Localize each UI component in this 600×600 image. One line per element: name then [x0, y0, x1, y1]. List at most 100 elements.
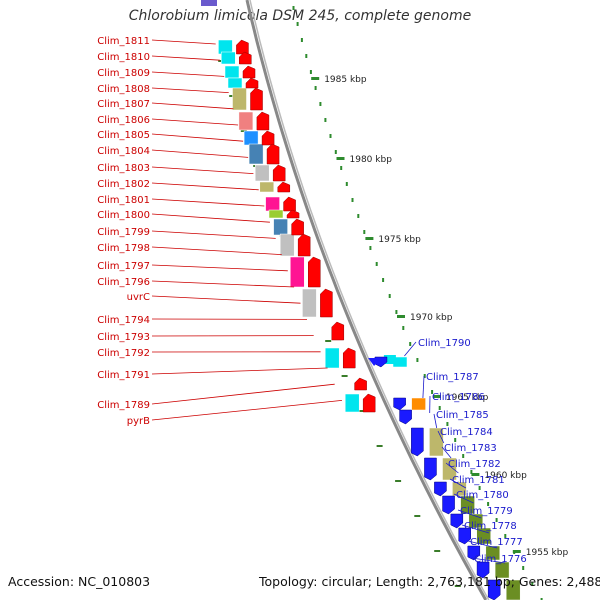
label-leader: [461, 524, 490, 534]
ruler-dot: [462, 454, 465, 458]
forward-gene-label: pyrB: [127, 416, 150, 427]
forward-gene-label: Clim_1804: [97, 146, 150, 157]
function-box: [476, 527, 491, 545]
ruler-dot: [369, 246, 372, 250]
gene-labels: Clim_1811 Clim_1810 Clim_1809 Clim_1808 Clim…: [97, 36, 526, 565]
reverse-gene-arrow: [487, 579, 501, 600]
ruler-dot: [329, 134, 332, 138]
forward-gene-arrow: [342, 347, 356, 369]
reverse-gene-label: Clim_1786: [432, 392, 485, 403]
ruler-tick-label: 1955 kbp: [526, 548, 569, 558]
function-box: [460, 495, 475, 515]
reverse-gene-label: Clim_1778: [464, 521, 517, 532]
ruler-dot: [340, 166, 343, 170]
forward-gene-arrow: [308, 256, 321, 288]
function-box: [302, 288, 317, 318]
ruler-dot: [438, 406, 441, 410]
function-box: [344, 393, 360, 413]
reverse-gene-label: Clim_1781: [452, 475, 505, 486]
forward-gene-arrow: [362, 393, 376, 413]
label-leader: [445, 462, 459, 474]
ruler-dot: [416, 358, 419, 362]
ruler-dot: [357, 214, 360, 218]
ruler-dot: [296, 22, 299, 26]
ruler-dot: [478, 486, 481, 490]
ruler-dot: [522, 566, 525, 570]
forward-gene-arrow: [266, 143, 280, 165]
forward-gene-arrow: [261, 130, 275, 146]
ruler-dot: [540, 598, 543, 600]
function-box: [411, 397, 426, 411]
forward-gene-label: Clim_1792: [97, 348, 150, 359]
forward-gene-label: Clim_1793: [97, 332, 150, 343]
function-box: [265, 196, 280, 212]
left-tick: [395, 480, 402, 482]
forward-gene-arrow: [354, 377, 367, 391]
ruler-dot: [470, 470, 473, 474]
ruler-dot: [334, 150, 337, 154]
ruler-dot: [305, 54, 308, 58]
reverse-gene-arrow: [368, 358, 381, 366]
ruler-dot: [382, 278, 385, 282]
forward-gene-arrow: [277, 181, 291, 193]
forward-gene-arrow: [331, 321, 345, 341]
ruler-dot: [363, 230, 366, 234]
forward-gene-label: Clim_1811: [97, 36, 150, 47]
label-leader: [467, 540, 498, 549]
ruler-tick: [336, 157, 345, 160]
forward-gene-label: Clim_1791: [97, 370, 150, 381]
map-title: Chlorobium limicola DSM 245, complete ge…: [128, 8, 472, 24]
ruler-tick-label: 1975 kbp: [378, 235, 421, 245]
reverse-gene-label: Clim_1790: [418, 338, 471, 349]
ruler-dot: [375, 262, 378, 266]
reverse-gene-arrow: [458, 527, 471, 545]
function-box: [221, 51, 236, 65]
reverse-gene-label: Clim_1784: [440, 427, 493, 438]
reverse-gene-arrow: [399, 409, 412, 425]
reverse-gene-label: Clim_1777: [470, 537, 523, 548]
function-box: [248, 143, 264, 165]
label-leader: [151, 230, 276, 239]
forward-gene-label: Clim_1796: [97, 277, 150, 288]
forward-gene-label: Clim_1799: [97, 227, 150, 238]
reverse-gene-arrow: [434, 481, 447, 497]
label-leader: [151, 133, 244, 142]
ruler-tick: [512, 550, 521, 553]
forward-gene-arrow: [291, 218, 304, 236]
ruler-tick-label: 1970 kbp: [410, 313, 453, 323]
label-leader: [151, 118, 239, 126]
function-box: [254, 164, 270, 182]
backbone-line: [245, 0, 488, 600]
label-leader: [151, 264, 288, 272]
label-leader: [151, 87, 229, 93]
function-box: [259, 181, 275, 193]
forward-gene-track: [236, 39, 376, 413]
ruler-dot: [454, 438, 457, 442]
label-leader: [422, 375, 425, 399]
reverse-gene-label: Clim_1783: [444, 443, 497, 454]
topology-text: Topology: circular; Length: 2,763,181 bp…: [259, 574, 600, 589]
ruler-dot: [446, 422, 449, 426]
label-leader: [437, 430, 445, 444]
kbp-ruler: 1985 kbp 1980 kbp 1975 kbp 1970 kbp 1965 kbp…: [218, 6, 568, 600]
reverse-gene-arrow: [424, 457, 437, 481]
label-leader: [453, 493, 474, 504]
ruler-dot: [409, 342, 412, 346]
label-leader: [449, 478, 467, 489]
left-tick: [376, 445, 383, 447]
forward-gene-arrow: [250, 87, 263, 111]
label-leader: [151, 55, 220, 61]
label-leader: [151, 280, 295, 288]
reverse-gene-label: Clim_1785: [436, 410, 489, 421]
ruler-dot: [531, 582, 534, 586]
forward-gene-label: uvrC: [127, 292, 150, 303]
ruler-dot: [423, 374, 426, 378]
ruler-dot: [495, 518, 498, 522]
forward-gene-label: Clim_1805: [97, 130, 150, 141]
left-tick: [229, 95, 236, 97]
ruler-tick-label: 1980 kbp: [350, 155, 393, 165]
reverse-gene-label: Clim_1780: [456, 490, 509, 501]
ruler-tick: [397, 315, 405, 318]
ruler-dot: [388, 294, 391, 298]
reverse-gene-label: Clim_1776: [474, 554, 527, 565]
